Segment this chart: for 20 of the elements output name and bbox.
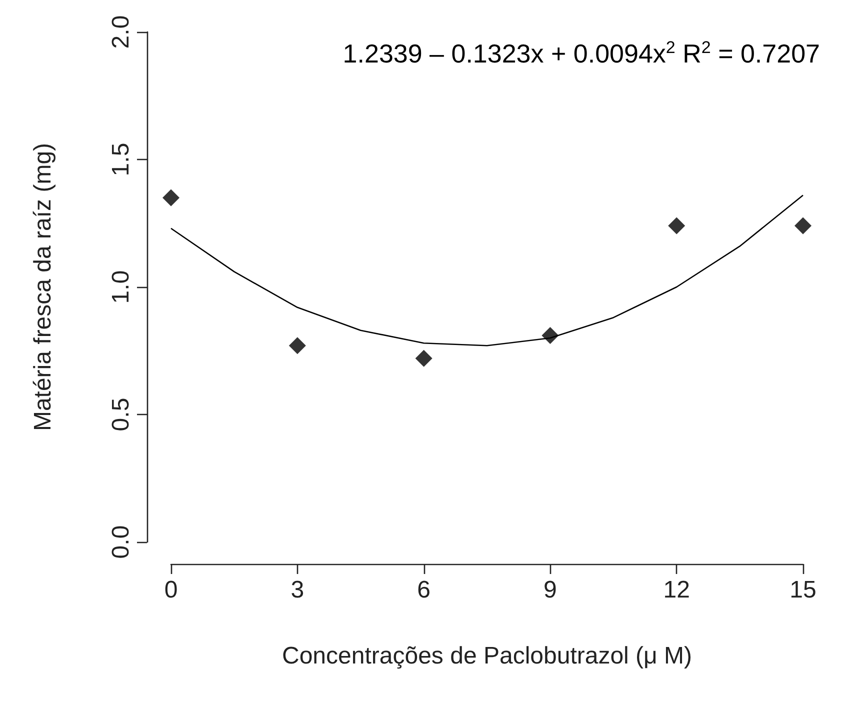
x-axis-title: Concentrações de Paclobutrazol (μ M) (282, 642, 692, 670)
y-axis-title: Matéria fresca da raíz (mg) (30, 142, 56, 432)
x-tick-label: 6 (417, 576, 430, 604)
y-tick-label: 2.0 (108, 15, 134, 49)
point (415, 350, 432, 367)
point (162, 189, 180, 206)
y-tick-label: 0.0 (108, 525, 134, 559)
y-tick-label: 0.5 (108, 398, 134, 432)
point (668, 217, 686, 234)
x-tick-label: 0 (164, 576, 178, 604)
x-tick-label: 9 (544, 576, 557, 604)
x-tick-label: 15 (790, 576, 816, 604)
point (794, 217, 812, 234)
line-series (170, 194, 804, 346)
x-tick-label: 3 (290, 576, 304, 604)
x-tick-label: 12 (663, 576, 690, 604)
annotation: 1.2339 – 0.1323x + 0.0094x$^{2}$ R$^{2}$ = 0.7207 (342, 38, 820, 70)
point (288, 337, 306, 354)
y-tick-label: 1.5 (108, 142, 134, 176)
y-tick-label: 1.0 (108, 270, 134, 304)
